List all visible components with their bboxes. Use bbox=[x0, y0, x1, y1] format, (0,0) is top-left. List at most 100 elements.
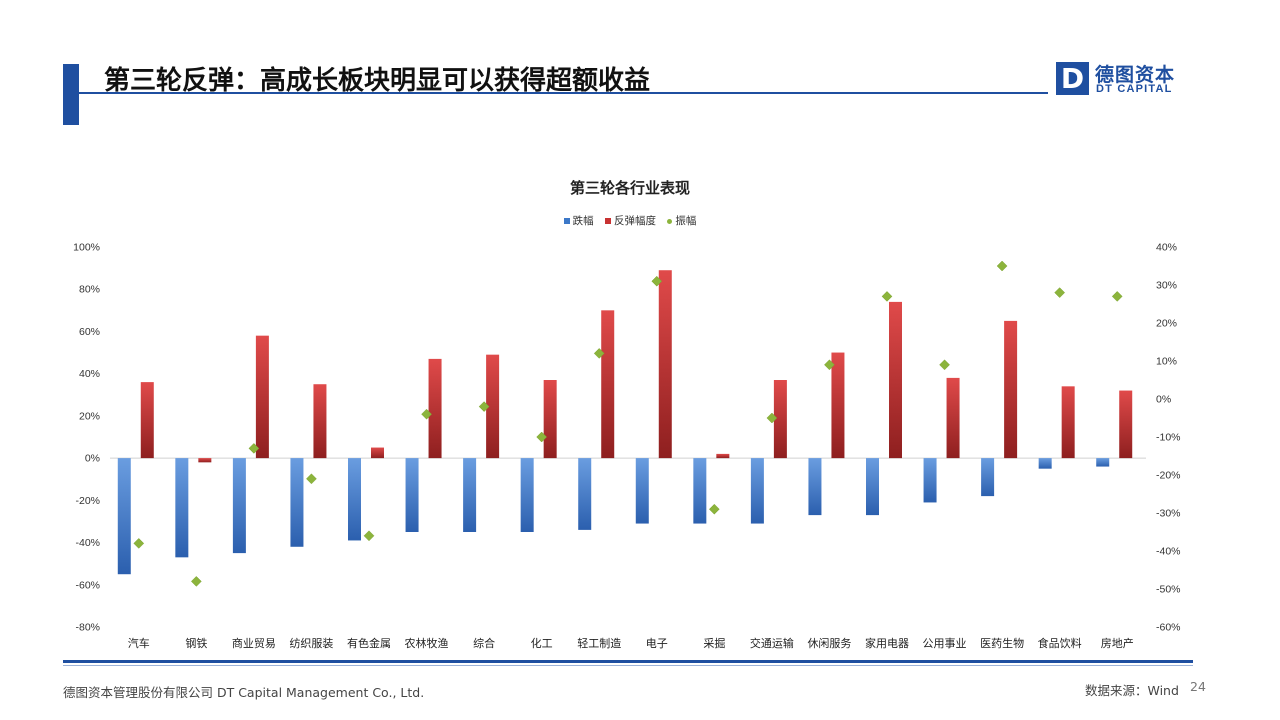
x-tick-label: 钢铁 bbox=[185, 637, 207, 650]
chart-axes: -80% -60% -40% -20% 0% 20% 40% 60% 80% 100% -60% -5… bbox=[73, 242, 1180, 651]
bar-rebound bbox=[428, 358, 442, 459]
y-left-tick-label: 20% bbox=[79, 410, 100, 422]
point-amplitude bbox=[593, 348, 605, 359]
point-amplitude bbox=[1111, 291, 1123, 302]
point-amplitude bbox=[996, 260, 1008, 272]
point-amplitude bbox=[363, 530, 375, 542]
y-left-tick-label: -80% bbox=[75, 622, 100, 634]
legend-item-drop: 跌幅 bbox=[563, 213, 594, 228]
bar-rebound bbox=[716, 453, 730, 459]
point-amplitude bbox=[133, 538, 145, 549]
y-left-tick-label: 80% bbox=[79, 284, 100, 296]
bar-rebound bbox=[831, 352, 845, 459]
bar-drop bbox=[866, 458, 879, 516]
legend-item-rebound: 反弹幅度 bbox=[605, 213, 656, 228]
bar-rebound bbox=[773, 380, 787, 459]
point-amplitude bbox=[421, 408, 432, 420]
y-left-tick-label: -20% bbox=[75, 495, 100, 507]
point-amplitude bbox=[939, 359, 950, 371]
bar-drop bbox=[923, 458, 937, 503]
point-amplitude bbox=[190, 576, 202, 587]
point-amplitude bbox=[651, 275, 663, 287]
bar-rebound bbox=[889, 301, 902, 459]
bar-drop bbox=[635, 458, 649, 524]
point-amplitude bbox=[1054, 287, 1066, 298]
y-left-tick-label: -40% bbox=[75, 537, 100, 549]
bar-drop bbox=[578, 458, 592, 530]
y-right-tick-label: -10% bbox=[1156, 432, 1181, 444]
footer-rule-thin bbox=[63, 665, 1193, 666]
bar-drop bbox=[520, 458, 534, 532]
bar-drop bbox=[981, 458, 995, 497]
y-right-tick-label: -50% bbox=[1156, 584, 1181, 596]
x-tick-label: 食品饮料 bbox=[1038, 636, 1082, 650]
x-tick-label: 农林牧渔 bbox=[405, 636, 449, 650]
x-tick-label: 医药生物 bbox=[980, 636, 1024, 650]
y-right-tick-label: -20% bbox=[1156, 470, 1181, 482]
bar-drop bbox=[405, 458, 419, 532]
point-amplitude bbox=[881, 291, 893, 302]
bar-drop bbox=[1096, 458, 1110, 467]
point-amplitude bbox=[824, 359, 835, 371]
footer-source: 数据来源：Wind bbox=[1085, 683, 1179, 698]
y-right-tick-label: 40% bbox=[1156, 242, 1177, 254]
y-left-tick-label: 100% bbox=[73, 242, 100, 254]
title-underline bbox=[79, 92, 1048, 94]
title-accent-block bbox=[63, 64, 79, 125]
x-tick-label: 房地产 bbox=[1101, 636, 1134, 650]
chart-title: 第三轮各行业表现 bbox=[569, 179, 690, 197]
x-tick-label: 轻工制造 bbox=[577, 636, 621, 650]
y-right-tick-label: -40% bbox=[1156, 546, 1181, 558]
bar-drop bbox=[750, 458, 764, 524]
footer-company: 德图资本管理股份有限公司 DT Capital Management Co., … bbox=[63, 685, 425, 700]
bar-drop bbox=[348, 458, 361, 541]
bar-drop bbox=[175, 458, 189, 558]
chart-points bbox=[133, 260, 1123, 587]
bar-rebound bbox=[198, 458, 212, 463]
page-title: 第三轮反弹：高成长板块明显可以获得超额收益 bbox=[104, 66, 651, 96]
point-amplitude bbox=[478, 401, 490, 412]
x-tick-label: 休闲服务 bbox=[807, 636, 851, 650]
bar-rebound bbox=[371, 447, 384, 459]
point-amplitude bbox=[248, 443, 260, 454]
legend-swatch-rebound bbox=[605, 218, 611, 224]
point-amplitude bbox=[708, 503, 720, 515]
x-tick-label: 汽车 bbox=[128, 636, 150, 650]
y-left-tick-label: 40% bbox=[79, 368, 100, 380]
bar-drop bbox=[290, 458, 304, 547]
page-number: 24 bbox=[1190, 679, 1206, 694]
logo-mark-icon: D bbox=[1056, 62, 1089, 95]
bar-rebound bbox=[658, 270, 672, 459]
x-tick-label: 采掘 bbox=[703, 636, 725, 650]
legend-item-amplitude: 振幅 bbox=[667, 213, 696, 228]
y-right-tick-label: 20% bbox=[1156, 318, 1177, 330]
x-tick-label: 交通运输 bbox=[750, 636, 794, 650]
y-right-tick-label: -60% bbox=[1156, 622, 1181, 634]
bar-drop bbox=[808, 458, 822, 516]
point-amplitude bbox=[306, 473, 317, 485]
bar-rebound bbox=[601, 310, 615, 459]
chart-legend: 跌幅 反弹幅度 振幅 bbox=[0, 213, 1260, 228]
footer-rule bbox=[63, 660, 1193, 663]
point-amplitude bbox=[766, 412, 778, 424]
bar-rebound bbox=[255, 335, 269, 459]
x-tick-label: 化工 bbox=[531, 636, 553, 650]
bar-rebound bbox=[140, 382, 154, 459]
x-tick-label: 有色金属 bbox=[347, 636, 391, 650]
bar-drop bbox=[232, 458, 246, 554]
x-tick-label: 公用事业 bbox=[923, 637, 967, 650]
bar-rebound bbox=[543, 380, 557, 459]
x-tick-label: 商业贸易 bbox=[232, 636, 276, 650]
legend-label-rebound: 反弹幅度 bbox=[614, 215, 656, 227]
logo-english-name: DT CAPITAL bbox=[1096, 83, 1173, 95]
legend-label-amplitude: 振幅 bbox=[675, 215, 697, 227]
legend-swatch-drop bbox=[563, 218, 570, 224]
company-logo: D 德图资本 DT CAPITAL bbox=[1056, 60, 1196, 100]
y-left-tick-label: 0% bbox=[85, 453, 100, 465]
x-tick-label: 综合 bbox=[473, 636, 495, 650]
y-right-tick-label: 0% bbox=[1156, 394, 1171, 406]
bar-drop bbox=[1038, 458, 1052, 469]
logo-chinese-name: 德图资本 bbox=[1095, 64, 1176, 86]
bar-rebound bbox=[1004, 320, 1018, 459]
chart-bars bbox=[117, 270, 1133, 575]
